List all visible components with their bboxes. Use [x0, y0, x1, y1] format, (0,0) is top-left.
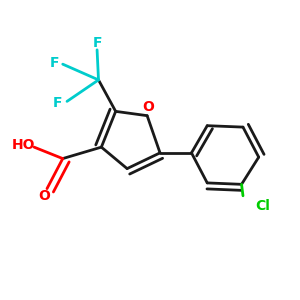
Text: HO: HO [11, 138, 35, 152]
Text: F: F [53, 96, 63, 110]
Text: Cl: Cl [256, 199, 271, 213]
Text: O: O [142, 100, 154, 114]
Text: O: O [38, 189, 50, 203]
Text: F: F [93, 36, 102, 50]
Text: F: F [50, 56, 59, 70]
